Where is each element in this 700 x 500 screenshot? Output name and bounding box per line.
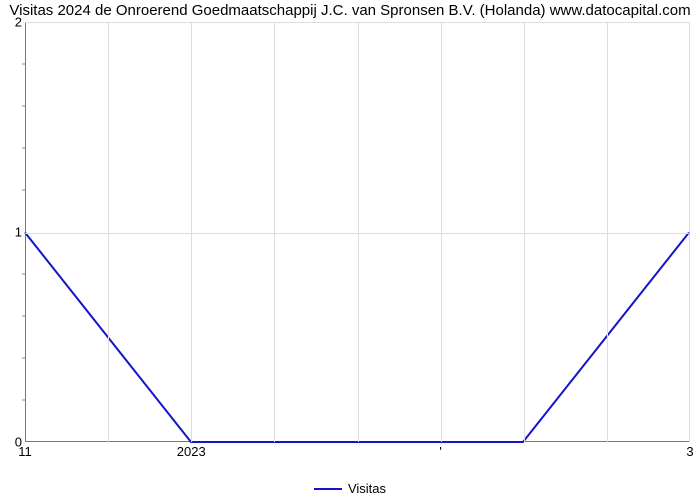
y-minor-tick: [22, 400, 25, 401]
x-tick-label: 3: [686, 444, 693, 459]
y-tick-label: 2: [4, 15, 22, 30]
y-minor-tick: [22, 316, 25, 317]
legend: Visitas: [0, 481, 700, 496]
y-minor-tick: [22, 64, 25, 65]
y-minor-tick: [22, 190, 25, 191]
x-tick-label: ': [439, 444, 441, 459]
chart-title: Visitas 2024 de Onroerend Goedmaatschapp…: [0, 2, 700, 19]
x-tick-label: 2023: [177, 444, 206, 459]
legend-label: Visitas: [348, 481, 386, 496]
y-minor-tick: [22, 106, 25, 107]
legend-swatch: [314, 488, 342, 490]
y-tick-label: 1: [4, 225, 22, 240]
x-tick-label: 11: [18, 444, 32, 459]
y-minor-tick: [22, 148, 25, 149]
hgrid-line: [25, 233, 689, 234]
plot-area: [25, 22, 690, 442]
y-minor-tick: [22, 274, 25, 275]
y-minor-tick: [22, 358, 25, 359]
